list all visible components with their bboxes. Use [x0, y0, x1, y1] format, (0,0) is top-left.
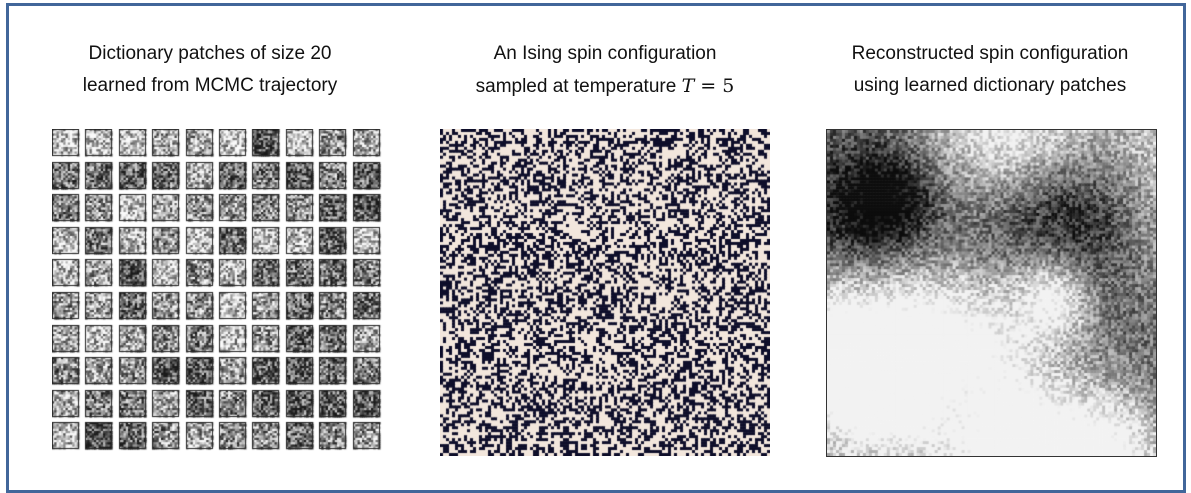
- temperature-value: 5: [722, 75, 735, 97]
- caption-line: An Ising spin configuration: [493, 43, 717, 64]
- caption-line: sampled at temperature T = 5: [425, 70, 785, 103]
- dictionary-patches-grid: [52, 129, 386, 455]
- caption-text: sampled at temperature: [475, 76, 682, 97]
- ising-spin-image: [440, 129, 770, 456]
- reconstructed-spin-configuration: [826, 129, 1157, 457]
- reconstruction-caption: Reconstructed spin configuration using l…: [800, 38, 1180, 102]
- dictionary-caption: Dictionary patches of size 20 learned fr…: [40, 38, 380, 102]
- reconstructed-spin-image: [827, 130, 1156, 456]
- caption-line: using learned dictionary patches: [853, 75, 1127, 96]
- dictionary-patches-image: [52, 129, 386, 455]
- caption-line: Dictionary patches of size 20: [88, 43, 332, 64]
- caption-line: Reconstructed spin configuration: [851, 43, 1129, 64]
- caption-line: learned from MCMC trajectory: [82, 75, 338, 96]
- temperature-symbol: T: [681, 75, 695, 97]
- equals-sign: =: [694, 75, 723, 97]
- ising-caption: An Ising spin configuration sampled at t…: [425, 38, 785, 103]
- ising-spin-configuration: [440, 129, 770, 456]
